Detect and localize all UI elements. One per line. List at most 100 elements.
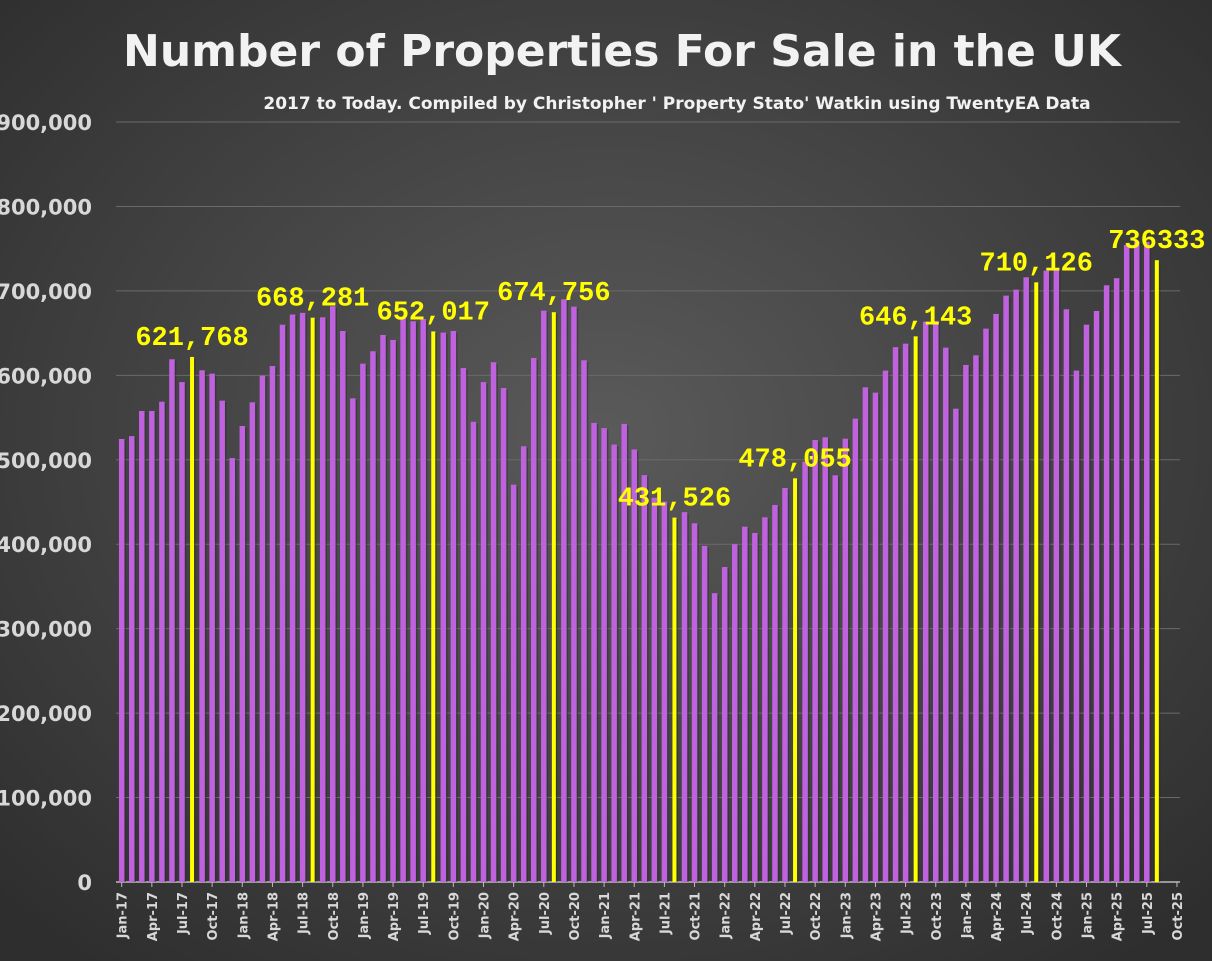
highlight-bar <box>793 478 798 882</box>
data-label: 646,143 <box>859 303 972 333</box>
bar <box>933 320 939 882</box>
bar <box>370 351 376 882</box>
bar <box>380 334 386 883</box>
bar <box>742 526 748 882</box>
bar <box>199 370 205 882</box>
bar <box>169 359 175 882</box>
bar <box>842 438 849 882</box>
x-tick-label: Jul-23 <box>900 892 915 935</box>
y-tick-label: 800,000 <box>0 195 92 219</box>
x-tick-label: Oct-23 <box>930 892 945 940</box>
bar <box>812 440 818 882</box>
y-tick-label: 600,000 <box>0 364 92 388</box>
bar <box>902 343 909 883</box>
x-axis-ticks: Jan-17 Apr-17 Jul-17 Oct-17 Jan-18 Apr-18 Jul-… <box>116 882 1186 941</box>
bar <box>541 310 547 882</box>
x-tick-label: Apr-24 <box>990 892 1005 941</box>
bar <box>450 331 457 882</box>
x-tick-label: Apr-23 <box>869 892 884 941</box>
bar <box>460 367 467 882</box>
bar <box>179 382 185 882</box>
x-tick-label: Jan-22 <box>719 892 734 939</box>
y-tick-label: 700,000 <box>0 280 92 304</box>
bar <box>1134 241 1140 882</box>
bar <box>631 449 637 882</box>
bar <box>1003 295 1009 882</box>
bar <box>470 421 477 882</box>
bar <box>711 593 718 882</box>
x-tick-label: Apr-20 <box>508 892 523 941</box>
bar <box>621 423 627 882</box>
data-label: 710,126 <box>980 249 1093 279</box>
bar <box>269 366 276 882</box>
data-label: 674,756 <box>497 279 610 309</box>
bar <box>1113 278 1120 882</box>
bar <box>983 328 989 882</box>
bars <box>118 241 1161 883</box>
bar <box>892 347 899 882</box>
x-tick-label: Jul-20 <box>538 892 553 935</box>
highlight-bar <box>913 336 918 882</box>
x-tick-label: Oct-19 <box>447 892 462 940</box>
bar <box>832 475 838 882</box>
y-tick-label: 900,000 <box>0 111 92 135</box>
data-label: 478,055 <box>738 445 851 475</box>
x-tick-label: Jul-22 <box>779 892 794 935</box>
x-tick-label: Jul-24 <box>1020 892 1035 935</box>
bar <box>651 497 658 882</box>
bar <box>701 545 708 882</box>
bar <box>762 517 768 882</box>
bar <box>973 355 979 882</box>
bar <box>319 317 326 882</box>
bar <box>118 439 125 882</box>
bar <box>641 475 648 882</box>
y-tick-label: 200,000 <box>0 702 92 726</box>
x-tick-label: Jul-19 <box>417 892 432 935</box>
bar <box>1083 324 1090 883</box>
bar <box>520 446 527 882</box>
highlight-bar <box>190 356 195 882</box>
highlight-bar <box>551 312 556 882</box>
data-label: 431,526 <box>618 485 731 515</box>
bar <box>963 364 969 882</box>
bar <box>510 484 517 882</box>
bar <box>802 461 808 882</box>
x-tick-label: Jan-23 <box>839 892 854 939</box>
bar <box>882 370 889 882</box>
bar <box>239 426 246 882</box>
bar <box>591 422 597 882</box>
bar <box>601 428 607 882</box>
bar <box>611 444 617 882</box>
bar <box>993 313 999 882</box>
bar <box>1093 310 1100 882</box>
bar <box>1043 270 1050 883</box>
bar <box>953 408 959 882</box>
x-tick-label: Jan-21 <box>598 892 613 939</box>
x-tick-label: Oct-20 <box>568 892 583 940</box>
bar <box>390 339 396 882</box>
bar <box>732 544 738 882</box>
bar <box>721 567 728 882</box>
highlight-bar <box>431 331 436 883</box>
x-tick-label: Apr-17 <box>146 892 161 941</box>
bar <box>561 299 567 882</box>
data-label: 652,017 <box>377 298 490 328</box>
x-tick-label: Oct-18 <box>327 892 342 940</box>
x-tick-label: Jan-20 <box>478 892 493 939</box>
x-tick-label: Apr-22 <box>749 892 764 941</box>
bar <box>1023 277 1029 882</box>
bar <box>1123 244 1130 882</box>
bar <box>922 321 929 882</box>
bar <box>360 363 366 882</box>
bar <box>340 331 346 882</box>
bar <box>299 312 306 882</box>
x-tick-label: Jan-25 <box>1081 892 1096 939</box>
x-tick-label: Oct-21 <box>689 892 704 940</box>
x-tick-label: Oct-25 <box>1171 892 1186 940</box>
bar <box>691 523 698 882</box>
x-tick-label: Jan-17 <box>116 892 131 939</box>
chart-title: Number of Properties For Sale in the UK <box>123 26 1123 77</box>
bar <box>289 314 296 882</box>
